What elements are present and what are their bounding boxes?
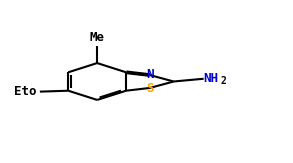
Text: N: N xyxy=(146,68,154,81)
Text: 2: 2 xyxy=(221,76,226,86)
Text: Eto: Eto xyxy=(14,85,37,98)
Text: Me: Me xyxy=(90,31,105,44)
Text: S: S xyxy=(146,82,154,95)
Text: NH: NH xyxy=(204,72,219,85)
